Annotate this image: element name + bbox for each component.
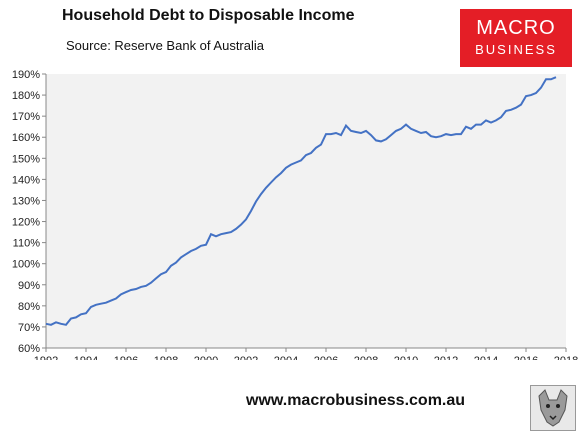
y-tick-label: 140% <box>12 174 40 186</box>
y-tick-label: 100% <box>12 259 40 271</box>
y-tick-label: 120% <box>12 217 40 229</box>
x-tick-label: 2010 <box>394 355 418 360</box>
x-tick-label: 2008 <box>354 355 378 360</box>
x-tick-label: 2002 <box>234 355 258 360</box>
series-line <box>45 76 557 326</box>
y-tick-label: 180% <box>12 90 40 102</box>
logo-line-1: MACRO <box>476 17 556 39</box>
website-url: www.macrobusiness.com.au <box>246 392 466 409</box>
x-tick-label: 2006 <box>314 355 338 360</box>
x-tick-label: 2018 <box>554 355 578 360</box>
y-tick-label: 190% <box>12 69 40 81</box>
chart-title: Household Debt to Disposable Income <box>62 7 355 24</box>
y-tick-label: 170% <box>12 111 40 123</box>
line-chart: 60% 70% 80% 90% 100% 110% 120% 130% 140% 150% 160%… <box>12 69 578 360</box>
y-tick-label: 60% <box>18 343 40 355</box>
x-tick-label: 2016 <box>514 355 538 360</box>
x-tick-label: 1994 <box>74 355 98 360</box>
y-tick-label: 70% <box>18 322 40 334</box>
y-tick-label: 160% <box>12 132 40 144</box>
x-tick-label: 2000 <box>194 355 218 360</box>
x-tick-label: 2012 <box>434 355 458 360</box>
plot-area <box>46 74 566 348</box>
x-tick-label: 1998 <box>154 355 178 360</box>
chart-source: Source: Reserve Bank of Australia <box>66 38 264 53</box>
macrobusiness-logo: MACRO BUSINESS <box>460 9 572 67</box>
x-tick-label: 2004 <box>274 355 298 360</box>
y-tick-label: 110% <box>13 238 41 250</box>
y-tick-label: 130% <box>12 195 40 207</box>
y-tick-label: 80% <box>18 301 40 313</box>
wolf-logo-icon <box>530 385 576 431</box>
y-tick-label: 90% <box>18 280 40 292</box>
y-axis: 60% 70% 80% 90% 100% 110% 120% 130% 140% 150% 160%… <box>12 69 47 355</box>
x-tick-label: 1996 <box>114 355 138 360</box>
x-tick-label: 2014 <box>474 355 498 360</box>
x-tick-label: 1992 <box>34 355 58 360</box>
y-tick-label: 150% <box>12 153 40 165</box>
x-axis: 1992 1994 1996 1998 2000 2002 2004 2006 2008 2010… <box>34 347 578 360</box>
logo-line-2: BUSINESS <box>475 42 557 57</box>
